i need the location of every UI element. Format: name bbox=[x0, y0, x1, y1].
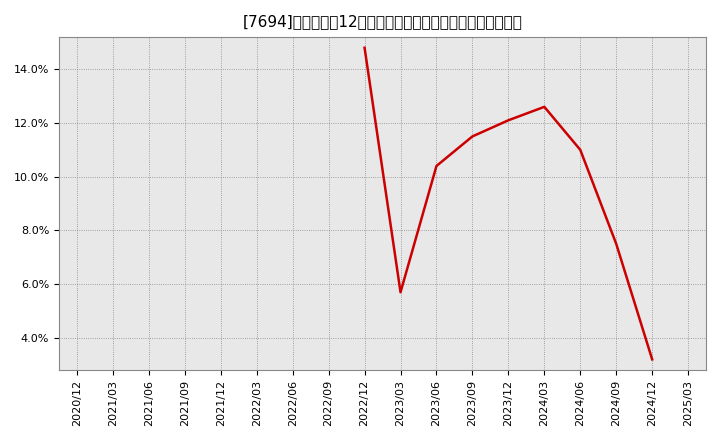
Title: [7694]　売上高の12か月移動合計の対前年同期増減率の推移: [7694] 売上高の12か月移動合計の対前年同期増減率の推移 bbox=[243, 14, 523, 29]
